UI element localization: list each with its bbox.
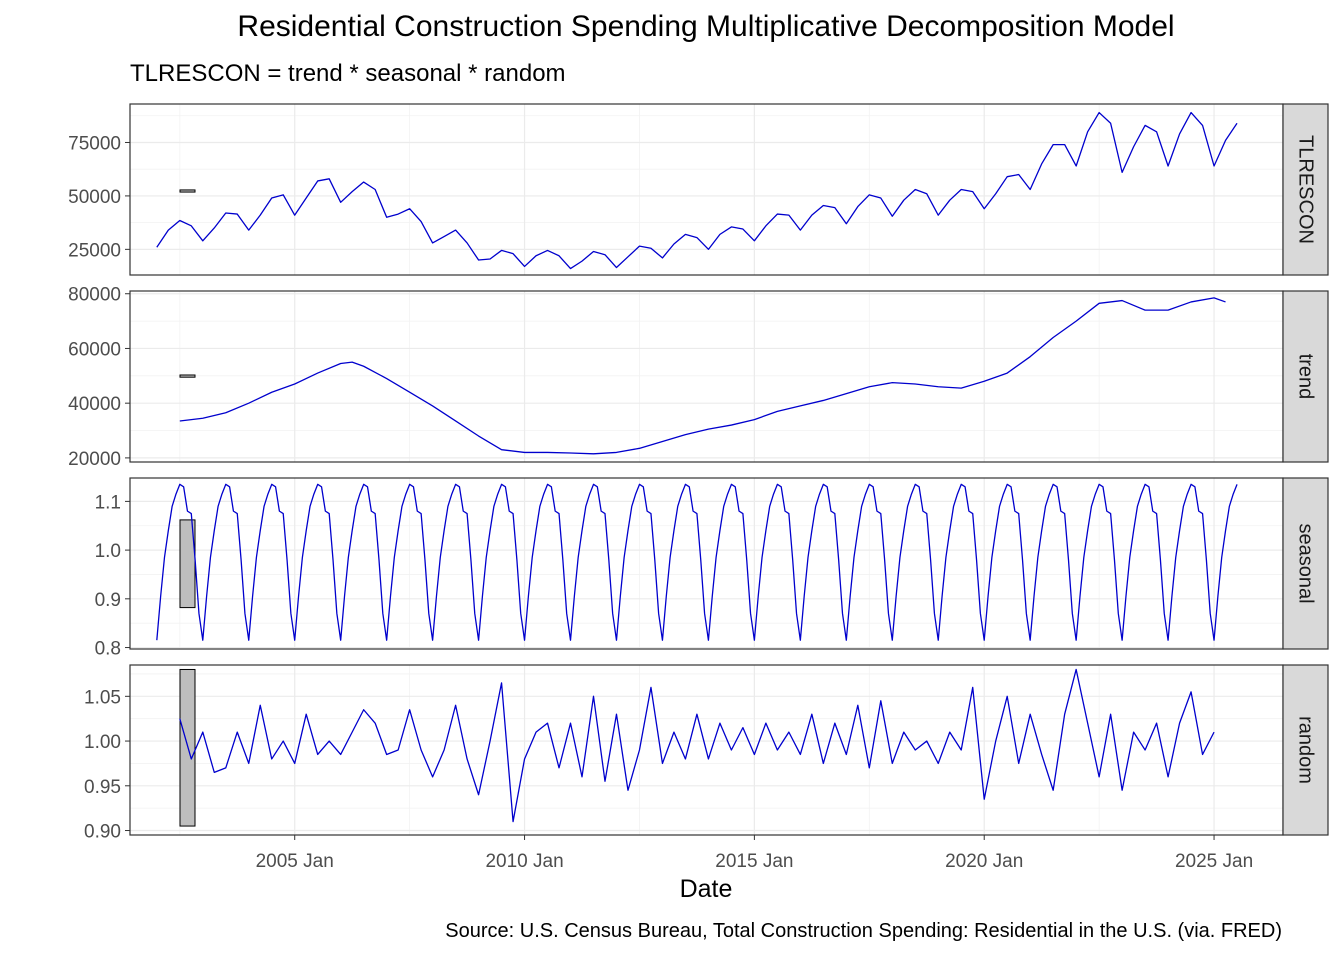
x-tick-label: 2005 Jan [256,851,334,872]
y-tick-label: 50000 [68,187,121,208]
y-tick-label: 0.8 [95,639,121,660]
y-tick-label: 1.05 [84,687,121,708]
strip-seasonal [1282,477,1329,650]
chart-title: Residential Construction Spending Multip… [237,10,1175,43]
source-caption: Source: U.S. Census Bureau, Total Constr… [445,920,1282,942]
strip-TLRESCON [1282,103,1329,276]
series-line-TLRESCON [156,111,1238,270]
y-tick-label: 1.0 [95,541,121,562]
strip-random [1282,664,1329,836]
scale-bar-TLRESCON [179,189,196,193]
x-tick-label: 2015 Jan [715,851,793,872]
chart-subtitle: TLRESCON = trend * seasonal * random [130,60,566,87]
panel-random: 0.90 0.95 1.00 1.05 random [84,664,1329,843]
y-tick-label: 20000 [68,449,121,470]
panel-TLRESCON: 25000 50000 75000 TLRESCON [68,103,1329,276]
strip-label: seasonal [1295,523,1317,603]
series-line-seasonal [156,483,1238,641]
y-tick-label: 0.9 [95,590,121,611]
y-tick-label: 25000 [68,240,121,261]
series-line-random [179,668,1215,823]
panel-seasonal: 0.8 0.9 1.0 1.1 seasonal [95,477,1329,660]
strip-label: trend [1295,354,1317,400]
y-tick-label: 1.00 [84,732,121,753]
panel-border [129,290,1284,463]
y-tick-label: 75000 [68,133,121,154]
y-tick-label: 60000 [68,339,121,360]
y-tick-label: 0.90 [84,822,121,843]
strip-label: TLRESCON [1295,135,1317,244]
y-tick-label: 0.95 [84,777,121,798]
strip-trend [1282,290,1329,463]
strip-label: random [1295,716,1317,784]
x-tick-label: 2010 Jan [485,851,563,872]
x-tick-label: 2025 Jan [1175,851,1253,872]
y-tick-label: 80000 [68,285,121,306]
y-tick-label: 1.1 [95,492,121,513]
scale-bar-trend [179,374,196,378]
x-axis-label: Date [679,875,733,903]
x-tick-label: 2020 Jan [945,851,1023,872]
series-line-trend [179,297,1226,455]
panel-trend: 20000 40000 60000 80000 trend [68,285,1329,470]
y-tick-label: 40000 [68,394,121,415]
